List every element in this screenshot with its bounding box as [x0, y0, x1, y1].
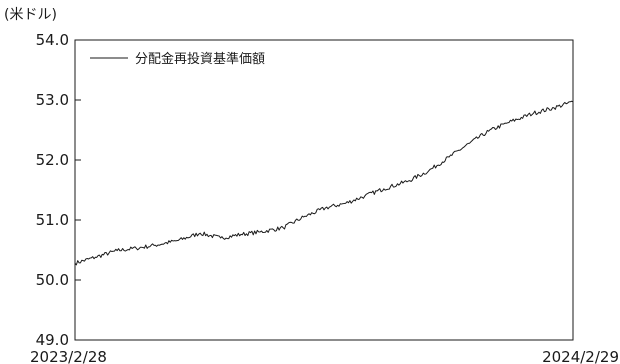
legend-label: 分配金再投資基準価額 — [135, 51, 265, 67]
legend: 分配金再投資基準価額 — [90, 51, 265, 67]
series-line-nav — [74, 100, 574, 266]
y-axis-unit-label: (米ドル) — [4, 7, 57, 23]
y-tick-label: 54.0 — [36, 31, 69, 49]
x-tick-label: 2023/2/28 — [30, 348, 107, 364]
y-tick-label: 50.0 — [36, 271, 69, 289]
y-axis: 54.0 53.0 52.0 51.0 50.0 49.0 — [36, 31, 81, 349]
y-tick-label: 52.0 — [36, 151, 69, 169]
x-tick-label: 2024/2/29 — [542, 348, 619, 364]
series-layer — [74, 100, 574, 266]
x-axis: 2023/2/28 2024/2/29 — [30, 348, 619, 364]
y-tick-label: 49.0 — [36, 331, 69, 349]
y-tick-label: 53.0 — [36, 91, 69, 109]
plot-frame — [74, 39, 574, 341]
y-tick-label: 51.0 — [36, 211, 69, 229]
